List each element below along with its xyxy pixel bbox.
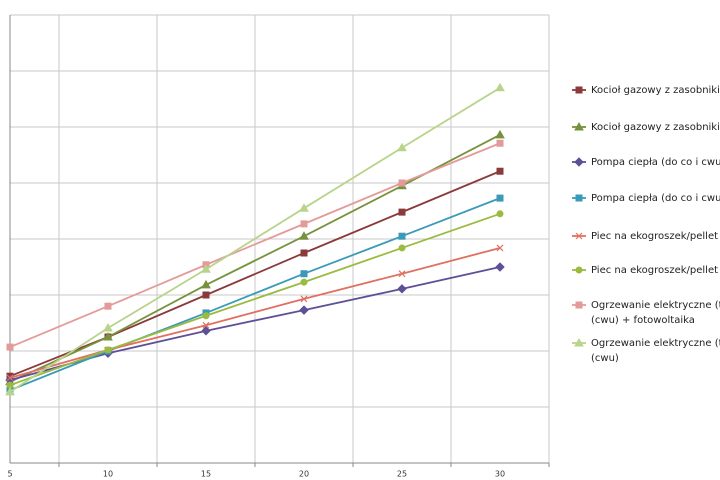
marker	[575, 232, 583, 240]
marker	[103, 323, 113, 332]
marker	[300, 278, 308, 286]
marker	[495, 129, 505, 139]
marker	[397, 142, 407, 152]
marker	[575, 194, 583, 202]
marker	[6, 343, 14, 351]
line	[9, 142, 501, 348]
marker	[574, 121, 584, 131]
marker	[495, 262, 505, 272]
marker	[575, 266, 583, 274]
marker	[496, 194, 504, 202]
line	[9, 212, 501, 387]
marker	[300, 249, 308, 257]
marker	[496, 210, 504, 218]
marker	[398, 244, 406, 252]
marker	[104, 346, 112, 354]
x-tick-label: 30	[495, 470, 505, 479]
legend-entry: Kocioł gazowy z zasobnikiem (	[591, 122, 720, 133]
marker	[5, 386, 15, 396]
marker	[299, 203, 309, 212]
marker	[398, 179, 406, 187]
marker	[201, 264, 211, 273]
legend-entry: Ogrzewanie elektryczne (tylkc (cwu) + fo…	[591, 300, 720, 326]
marker	[574, 337, 584, 347]
marker	[103, 331, 113, 341]
marker	[496, 139, 504, 147]
marker	[398, 208, 406, 216]
marker	[202, 291, 210, 299]
marker	[104, 302, 112, 310]
x-tick-label: 20	[299, 470, 309, 479]
marker	[6, 374, 14, 382]
x-tick-label: 25	[397, 470, 407, 479]
marker	[496, 167, 504, 175]
marker	[202, 312, 210, 320]
line	[9, 197, 501, 392]
line	[9, 87, 501, 393]
marker	[398, 270, 406, 278]
legend-entry: Piec na ekogroszek/pellet (do	[591, 265, 719, 276]
marker	[398, 232, 406, 240]
marker	[495, 82, 505, 92]
marker	[575, 86, 583, 94]
marker	[300, 220, 308, 228]
x-tick-label: 15	[201, 470, 211, 479]
legend-entry: Ogrzewanie elektryczne (tylkc (cwu)	[591, 338, 720, 364]
marker	[299, 305, 309, 315]
x-tick-label: 5	[7, 470, 12, 479]
marker	[496, 244, 504, 252]
marker	[574, 157, 584, 167]
marker	[575, 301, 583, 309]
marker	[300, 270, 308, 278]
legend-entry: Pompa ciepła (do co i cwu) + f	[591, 157, 720, 168]
legend-entry: Piec na ekogroszek/pellet (do	[591, 231, 719, 242]
marker	[300, 295, 308, 303]
marker	[299, 231, 309, 240]
marker	[202, 321, 210, 329]
marker	[201, 326, 211, 336]
marker	[201, 279, 211, 289]
legend-entry: Pompa ciepła (do co i cwu)	[591, 193, 720, 204]
x-tick-label: 10	[103, 470, 113, 479]
legend-entry: Kocioł gazowy z zasobnikiem (	[591, 85, 720, 96]
line	[9, 247, 501, 379]
marker	[397, 284, 407, 294]
